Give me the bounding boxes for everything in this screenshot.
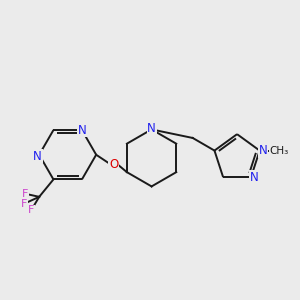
Text: F: F: [22, 189, 28, 199]
Text: F: F: [28, 205, 34, 215]
Text: N: N: [78, 124, 86, 136]
Text: N: N: [250, 171, 259, 184]
Text: F: F: [21, 199, 27, 209]
Text: N: N: [147, 122, 156, 135]
Text: N: N: [258, 144, 267, 157]
Text: O: O: [109, 158, 118, 171]
Text: N: N: [33, 150, 42, 163]
Text: CH₃: CH₃: [269, 146, 288, 156]
